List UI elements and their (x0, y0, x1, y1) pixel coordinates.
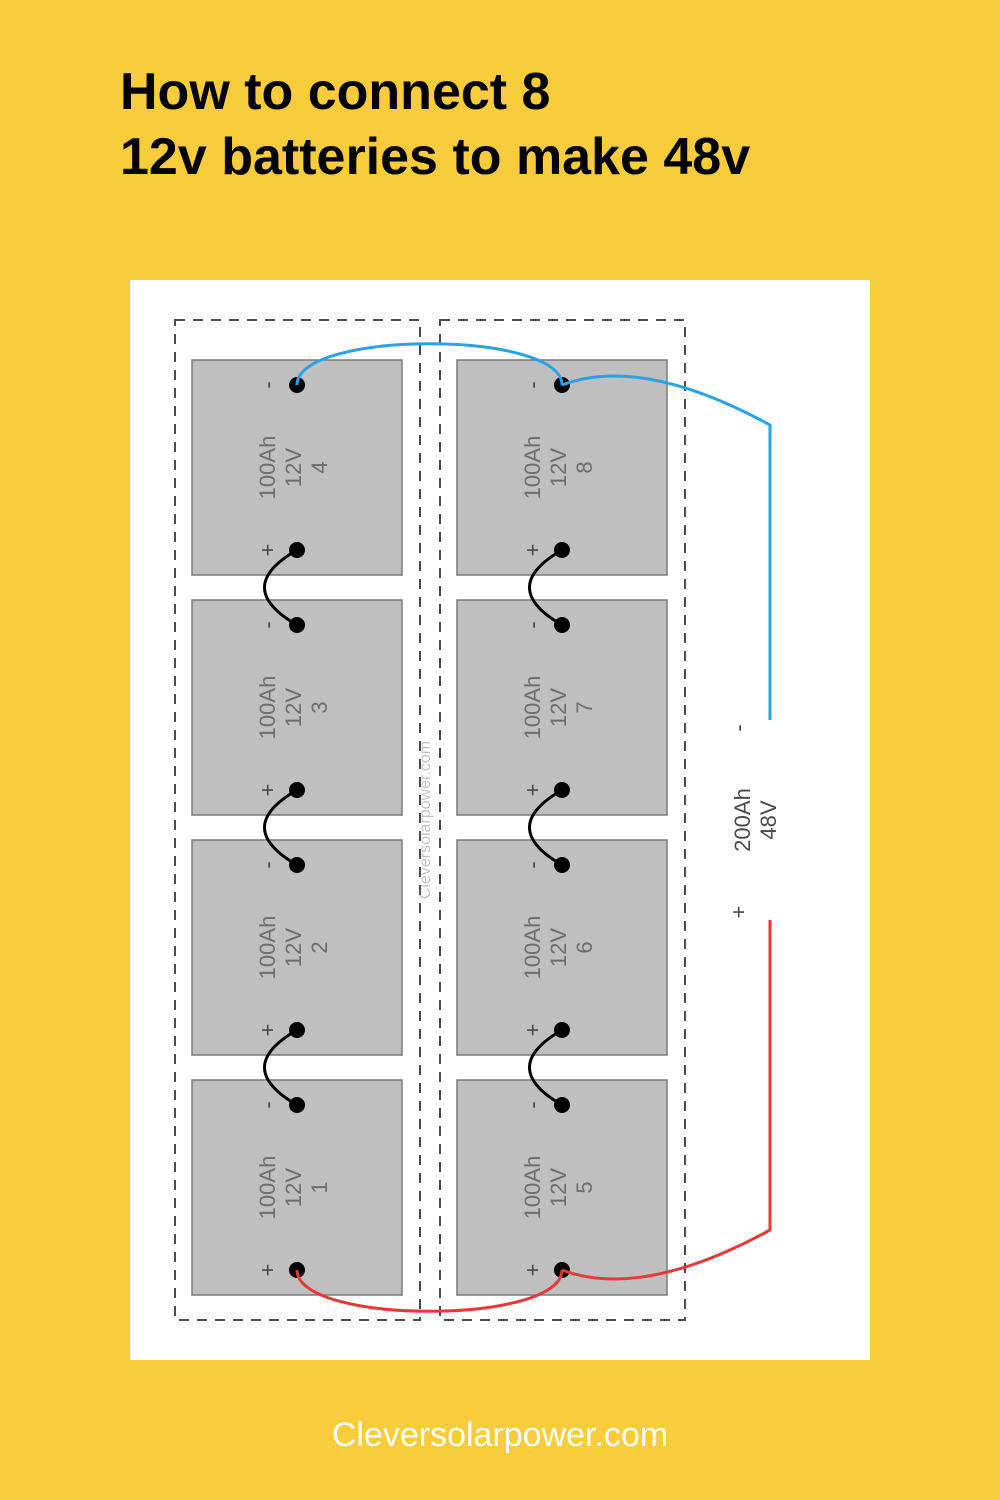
minus-sign: - (520, 1101, 545, 1108)
minus-sign: - (520, 621, 545, 628)
minus-sign: - (520, 861, 545, 868)
minus-sign: - (255, 381, 280, 388)
battery-wiring-diagram: +-112V100Ah+-212V100Ah+-312V100Ah+-412V1… (130, 280, 870, 1360)
plus-sign: + (255, 784, 280, 797)
battery-capacity-label: 100Ah (520, 916, 545, 980)
battery-id-label: 5 (572, 1181, 597, 1193)
battery-capacity-label: 100Ah (520, 1156, 545, 1220)
minus-sign: - (520, 381, 545, 388)
minus-sign: - (255, 621, 280, 628)
battery-capacity-label: 100Ah (255, 916, 280, 980)
plus-sign: + (520, 1264, 545, 1277)
output-voltage-label: 48V (756, 800, 781, 839)
battery-id-label: 4 (307, 461, 332, 473)
battery-voltage-label: 12V (546, 688, 571, 727)
diagram-frame: +-112V100Ah+-212V100Ah+-312V100Ah+-412V1… (130, 280, 870, 1360)
battery-voltage-label: 12V (281, 448, 306, 487)
plus-sign: + (520, 784, 545, 797)
minus-sign: - (255, 861, 280, 868)
battery-id-label: 2 (307, 941, 332, 953)
watermark: Cleversolarpower.com (417, 741, 434, 899)
battery-id-label: 8 (572, 461, 597, 473)
battery-id-label: 3 (307, 701, 332, 713)
plus-sign: + (255, 1024, 280, 1037)
plus-sign: + (255, 1264, 280, 1277)
battery-voltage-label: 12V (546, 928, 571, 967)
battery-capacity-label: 100Ah (255, 676, 280, 740)
page-title: How to connect 8 12v batteries to make 4… (120, 60, 880, 190)
plus-sign: + (255, 544, 280, 557)
battery-id-label: 7 (572, 701, 597, 713)
output-pos-label: + (726, 906, 751, 919)
output-capacity-label: 200Ah (730, 788, 755, 852)
battery-voltage-label: 12V (546, 448, 571, 487)
plus-sign: + (520, 544, 545, 557)
plus-sign: + (520, 1024, 545, 1037)
battery-voltage-label: 12V (546, 1168, 571, 1207)
footer-credit: Cleversolarpower.com (0, 1416, 1000, 1455)
output-neg-label: - (726, 724, 751, 731)
battery-voltage-label: 12V (281, 688, 306, 727)
battery-id-label: 1 (307, 1181, 332, 1193)
battery-capacity-label: 100Ah (520, 436, 545, 500)
page-root: How to connect 8 12v batteries to make 4… (0, 0, 1000, 1500)
battery-voltage-label: 12V (281, 1168, 306, 1207)
battery-capacity-label: 100Ah (255, 1156, 280, 1220)
battery-capacity-label: 100Ah (255, 436, 280, 500)
battery-id-label: 6 (572, 941, 597, 953)
battery-voltage-label: 12V (281, 928, 306, 967)
minus-sign: - (255, 1101, 280, 1108)
battery-capacity-label: 100Ah (520, 676, 545, 740)
